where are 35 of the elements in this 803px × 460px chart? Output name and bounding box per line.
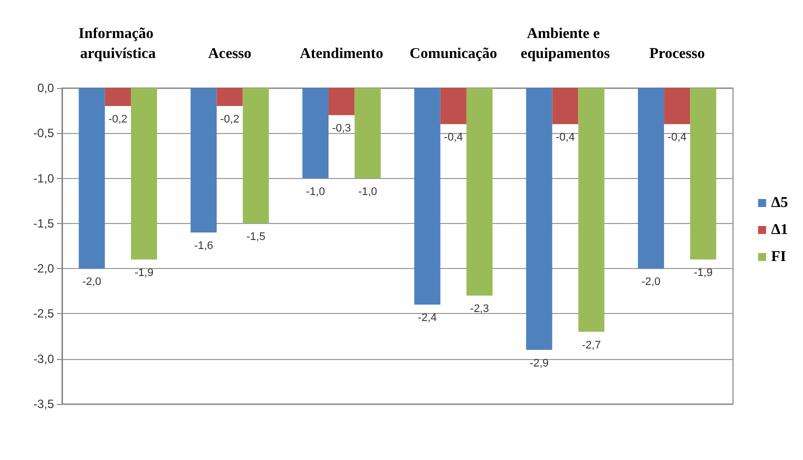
y-tick-label: -2,5 xyxy=(33,306,54,321)
data-label: -2,4 xyxy=(418,312,437,324)
y-tick-label: -3,0 xyxy=(33,352,54,366)
data-label: -1,9 xyxy=(694,267,713,280)
data-label: -1,6 xyxy=(194,240,214,252)
data-label: -1,0 xyxy=(358,186,378,198)
data-label: -2,3 xyxy=(470,303,489,316)
data-label: -2,0 xyxy=(82,276,102,288)
data-label: -0,4 xyxy=(668,132,687,144)
data-label: -1,9 xyxy=(134,267,154,280)
data-label: -2,0 xyxy=(642,276,660,288)
y-tick-label: -1,5 xyxy=(33,216,54,230)
x-tick-label: Informação arquivística xyxy=(78,26,158,62)
x-tick-label: Processo xyxy=(649,46,705,62)
x-tick-label: Atendimento xyxy=(300,46,384,62)
legend-label: Δ5 xyxy=(771,195,788,211)
data-label: -0,2 xyxy=(108,114,128,126)
data-label: -0,2 xyxy=(220,114,240,126)
y-tick-label: -3,5 xyxy=(33,397,54,411)
y-tick-label: -2,0 xyxy=(33,262,54,276)
data-label: -0,3 xyxy=(332,122,352,135)
data-label: -2,7 xyxy=(582,339,601,352)
x-tick-label: Ambiente e equipamentos xyxy=(520,26,610,62)
data-label: -1,5 xyxy=(246,230,266,243)
legend-label: Δ1 xyxy=(771,222,788,238)
y-tick-label: -0,5 xyxy=(33,126,54,140)
x-tick-label: Acesso xyxy=(208,46,252,62)
legend-label: FI xyxy=(771,249,786,265)
x-tick-label: Comunicação xyxy=(410,46,498,62)
data-label: -1,0 xyxy=(306,186,325,198)
y-tick-label: 0,0 xyxy=(37,81,54,95)
data-label: -0,4 xyxy=(444,132,463,144)
data-label: -0,4 xyxy=(556,132,575,144)
y-tick-label: -1,0 xyxy=(33,171,54,186)
data-label: -2,9 xyxy=(530,357,549,370)
